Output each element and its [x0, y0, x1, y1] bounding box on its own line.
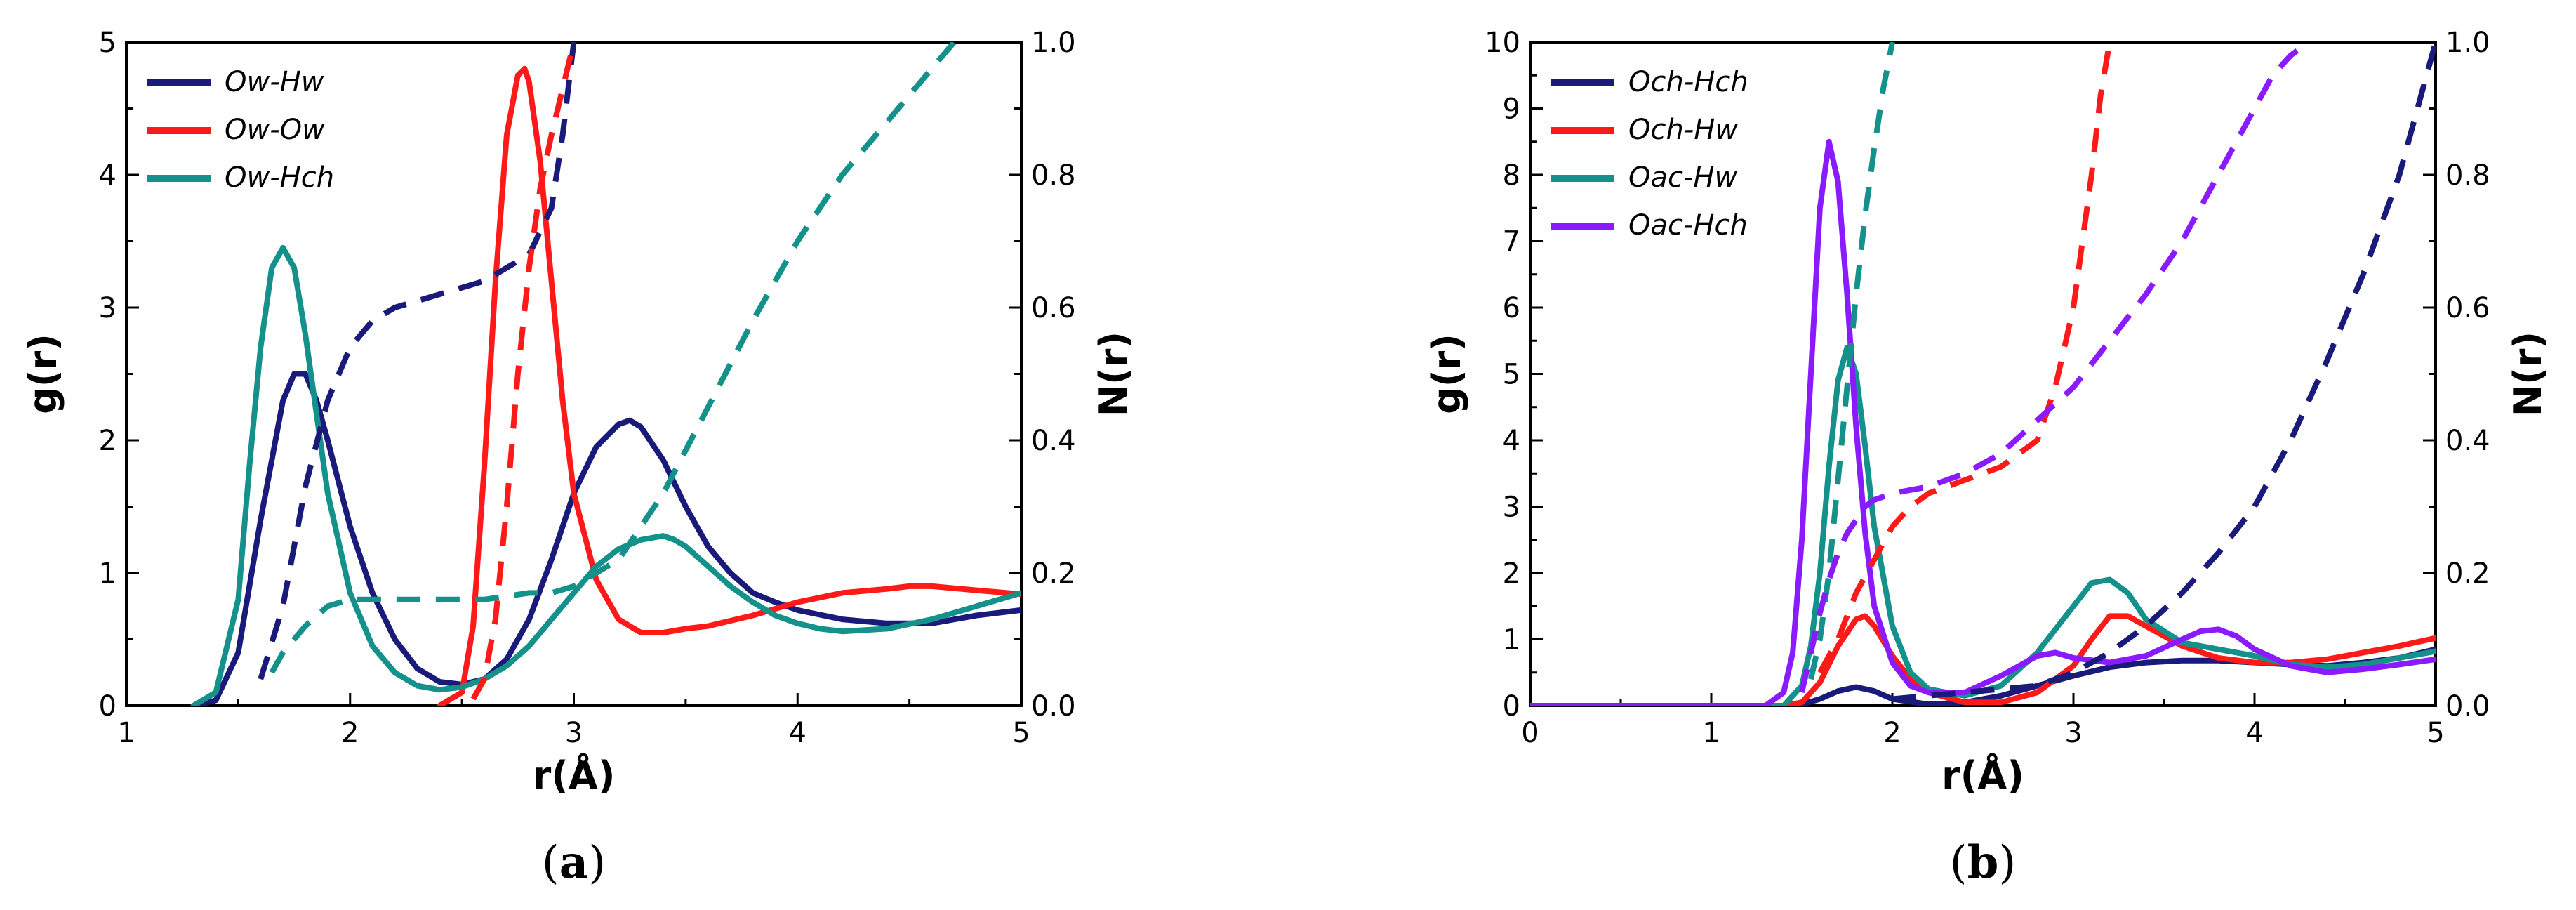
- y2-tick-label: 0.8: [2445, 159, 2490, 192]
- y-tick-label: 0: [1503, 690, 1520, 723]
- series-ow-hch-line: [190, 244, 1021, 706]
- y-tick-label: 7: [1503, 226, 1520, 258]
- series-oac-hw-line: [1530, 344, 2436, 706]
- y-tick-label: 8: [1503, 159, 1520, 192]
- series-och-hch-n-r-dashed: [1892, 42, 2436, 702]
- legend-label: Oac-Hw: [1628, 161, 1738, 194]
- series-och-hw-n-r-dashed: [1817, 42, 2113, 674]
- y2-tick-label: 0.0: [2445, 690, 2490, 723]
- y-tick-label: 9: [1503, 93, 1520, 126]
- series-oac-hch-line: [1530, 138, 2436, 706]
- x-tick-label: 3: [565, 717, 583, 749]
- series-ow-hw-n-r-dashed: [258, 42, 577, 680]
- legend: Ow-Hw Ow-Ow Ow-Hch: [147, 66, 334, 194]
- legend-label: Ow-Ow: [225, 114, 325, 146]
- x-tick-label: 4: [789, 717, 806, 749]
- panel-label: (b): [1950, 836, 2017, 889]
- series-ow-ow-n-r-dashed: [470, 42, 577, 701]
- y-tick-label: 0: [99, 690, 117, 723]
- y2-tick-label: 0.8: [1031, 159, 1076, 192]
- y-tick-label: 4: [99, 159, 117, 192]
- y-tick-label: 10: [1485, 27, 1520, 59]
- y2-tick-label: 1.0: [1031, 27, 1076, 59]
- x-tick-label: 4: [2245, 717, 2263, 749]
- series-oac-hch-n-r-dashed: [1799, 42, 2311, 693]
- series-oac-hw-n-r-dashed: [1807, 42, 1895, 680]
- legend-label: Och-Hw: [1628, 114, 1738, 146]
- series-ow-hch-n-r-dashed: [269, 42, 957, 674]
- y-axis-label: g(r): [1425, 334, 1469, 414]
- series-ow-ow-line: [437, 65, 1021, 706]
- x-tick-label: 1: [1702, 717, 1720, 749]
- y-tick-label: 5: [99, 27, 117, 59]
- x-tick-label: 2: [1883, 717, 1901, 749]
- y-tick-label: 1: [1503, 624, 1520, 657]
- y-tick-label: 1: [99, 558, 117, 590]
- legend-label: Oac-Hch: [1628, 209, 1748, 242]
- x-axis-label: r(Å): [533, 753, 616, 798]
- y2-tick-label: 0.2: [2445, 558, 2490, 590]
- y2-axis-label: N(r): [2506, 331, 2550, 416]
- panel-label: (a): [542, 836, 606, 889]
- y2-tick-label: 1.0: [2445, 27, 2490, 59]
- legend: Och-Hch Och-Hw Oac-Hw Oac-Hch: [1551, 66, 1748, 242]
- y2-tick-label: 0.6: [2445, 292, 2490, 324]
- y-tick-label: 3: [99, 292, 117, 324]
- series-group: [1530, 42, 2436, 706]
- chart-panel-b: 0 1 2 3 4 5 0 1 2 3 4 5 6 7 8 9 10 0.0 0.2 0.4 0.6 0.8 1.0 r(Å)…: [1425, 27, 2550, 889]
- x-tick-label: 3: [2064, 717, 2082, 749]
- x-tick-label: 5: [2426, 717, 2444, 749]
- legend-label: Ow-Hw: [225, 66, 324, 98]
- x-tick-label: 0: [1521, 717, 1539, 749]
- y2-tick-label: 0.0: [1031, 690, 1076, 723]
- y-tick-label: 4: [1503, 425, 1520, 457]
- legend-label: Ow-Hch: [225, 161, 334, 194]
- y2-tick-label: 0.4: [2445, 425, 2490, 457]
- x-tick-label: 2: [341, 717, 359, 749]
- x-axis-label: r(Å): [1941, 753, 2024, 798]
- series-och-hch-line: [1530, 646, 2436, 706]
- y2-tick-label: 0.6: [1031, 292, 1076, 324]
- series-ow-hw-line: [190, 371, 1021, 706]
- legend-label: Och-Hch: [1628, 66, 1748, 98]
- y-axis-label: g(r): [21, 334, 65, 414]
- x-tick-label: 5: [1012, 717, 1030, 749]
- y2-tick-label: 0.2: [1031, 558, 1076, 590]
- y-tick-label: 2: [99, 425, 117, 457]
- y-tick-label: 2: [1503, 558, 1520, 590]
- y2-axis-label: N(r): [1091, 331, 1136, 416]
- series-group: [190, 42, 1021, 706]
- y-tick-label: 5: [1503, 359, 1520, 391]
- y-tick-label: 3: [1503, 492, 1520, 524]
- x-tick-label: 1: [117, 717, 135, 749]
- y-tick-label: 6: [1503, 292, 1520, 324]
- y2-tick-label: 0.4: [1031, 425, 1076, 457]
